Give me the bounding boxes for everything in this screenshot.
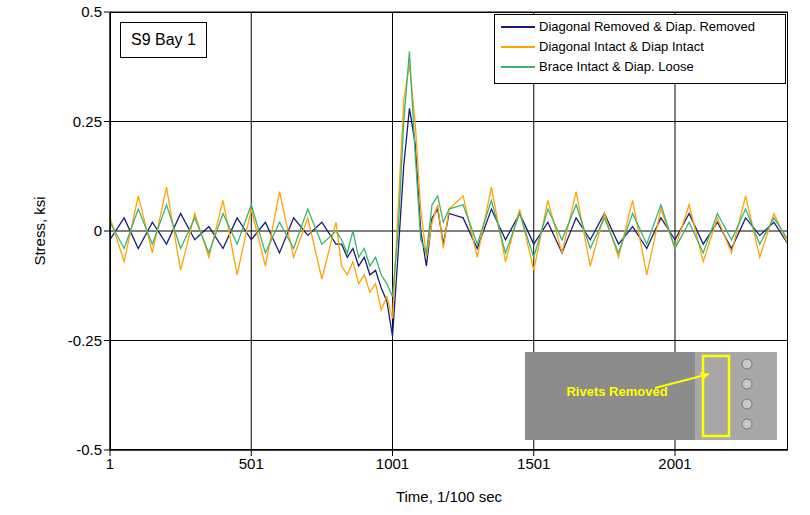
html-text:Diagonal Intact & Diap Intact: Diagonal Intact & Diap Intact [539, 39, 704, 54]
svg-text:1501: 1501 [517, 455, 550, 472]
svg-text:-0.25: -0.25 [68, 332, 102, 349]
svg-text:Stress, ksi: Stress, ksi [31, 196, 48, 265]
svg-text:0.5: 0.5 [81, 3, 102, 20]
html-text:Diagonal Removed & Diap. Remov: Diagonal Removed & Diap. Removed [539, 19, 756, 34]
svg-text:0: 0 [94, 222, 102, 239]
html-text:S9 Bay 1: S9 Bay 1 [131, 31, 196, 48]
svg-text:2001: 2001 [658, 455, 691, 472]
svg-text:0.25: 0.25 [73, 113, 102, 130]
svg-text:Time, 1/100 sec: Time, 1/100 sec [396, 488, 503, 505]
svg-text:-0.5: -0.5 [76, 441, 102, 458]
html-text:Brace Intact & Diap. Loose: Brace Intact & Diap. Loose [539, 59, 694, 74]
svg-text:1: 1 [106, 455, 114, 472]
svg-text:1001: 1001 [376, 455, 409, 472]
svg-text:Rivets Removed: Rivets Removed [566, 384, 667, 399]
svg-text:501: 501 [239, 455, 264, 472]
